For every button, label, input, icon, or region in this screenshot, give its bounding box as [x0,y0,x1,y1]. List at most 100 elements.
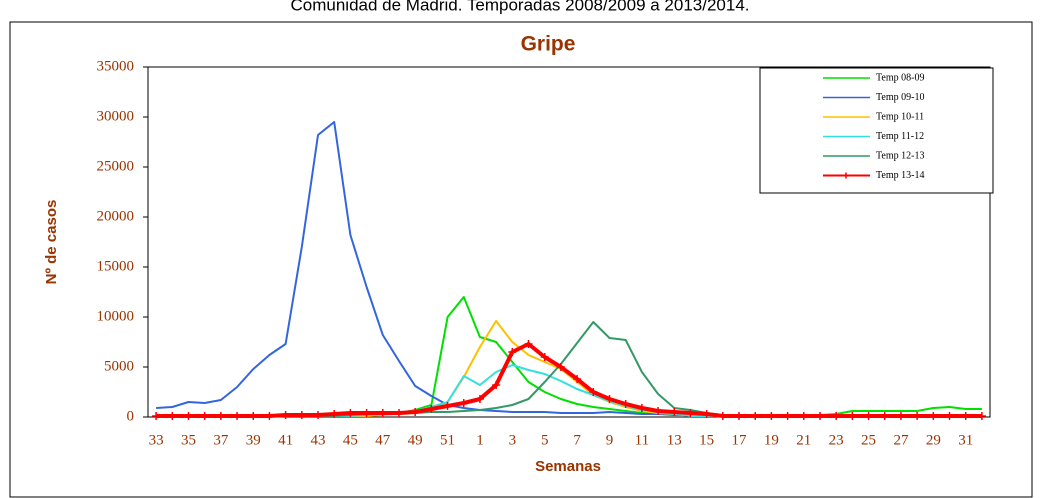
point-marker [330,410,339,418]
point-marker [977,412,986,420]
y-axis-label: Nº de casos [43,200,60,285]
point-marker [314,411,323,419]
chart-subtitle: Comunidad de Madrid. Temporadas 2008/200… [290,0,749,14]
legend-label: Temp 13-14 [876,170,924,181]
series-line [156,296,982,417]
x-tick-label: 39 [246,432,261,448]
point-marker [249,412,258,420]
point-marker [686,409,695,417]
x-tick-label: 31 [958,432,973,448]
x-tick-label: 1 [476,432,484,448]
legend-label: Temp 10-11 [876,111,924,122]
x-tick-label: 25 [861,432,876,448]
legend-label: Temp 11-12 [876,131,924,142]
point-marker [362,409,371,417]
point-marker [233,412,242,420]
legend-label: Temp 12-13 [876,150,924,161]
point-marker [945,412,954,420]
y-tick-label: 35000 [97,58,135,74]
point-marker [394,409,403,417]
y-tick-label: 15000 [97,258,135,274]
point-marker [184,412,193,420]
x-tick-label: 29 [926,432,941,448]
point-marker [605,395,614,403]
plot-area [147,66,991,418]
chart-frame [9,21,1033,498]
y-tick-label: 20000 [97,208,135,224]
x-tick-label: 51 [440,432,455,448]
point-marker [718,412,727,420]
legend-label: Temp 08-09 [876,72,924,83]
point-marker [832,412,841,420]
point-marker [670,408,679,416]
x-tick-label: 11 [635,432,649,448]
chart-title: Gripe [521,33,576,56]
x-tick-label: 49 [408,432,423,448]
point-marker [152,412,161,420]
x-tick-label: 19 [764,432,779,448]
point-marker [783,412,792,420]
legend-box [759,67,994,194]
point-marker [265,412,274,420]
point-marker [524,340,533,348]
point-marker [864,412,873,420]
point-marker [637,404,646,412]
x-tick-label: 17 [732,432,748,448]
y-tick-label: 0 [127,408,135,424]
x-tick-label: 15 [699,432,714,448]
point-marker [281,411,290,419]
y-tick-label: 5000 [104,358,134,374]
point-marker [621,400,630,408]
x-tick-label: 41 [278,432,293,448]
x-tick-label: 23 [829,432,844,448]
x-tick-label: 7 [573,432,581,448]
x-axis-label: Semanas [535,458,601,475]
point-marker [913,412,922,420]
y-tick-label: 10000 [97,308,135,324]
x-tick-label: 5 [541,432,549,448]
x-tick-label: 13 [667,432,682,448]
point-marker [297,411,306,419]
series-line [156,342,982,418]
point-marker [589,388,598,396]
x-tick-label: 35 [181,432,196,448]
point-marker [411,408,420,416]
point-marker [200,412,209,420]
point-marker [427,405,436,413]
point-marker [573,375,582,383]
x-tick-label: 45 [343,432,358,448]
point-marker [475,395,484,403]
point-marker [378,409,387,417]
point-marker [896,412,905,420]
point-marker [848,412,857,420]
point-marker [540,353,549,361]
point-marker [880,412,889,420]
point-marker [508,348,517,356]
point-marker [929,412,938,420]
point-marker [216,412,225,420]
point-marker [443,402,452,410]
point-marker [961,412,970,420]
x-tick-label: 33 [149,432,164,448]
point-marker [735,412,744,420]
y-tick-label: 30000 [97,108,135,124]
legend: Temp 08-09 Temp 09-10 Temp 10-11 Temp 11-12… [759,67,994,194]
x-tick-label: 27 [893,432,909,448]
point-marker [459,399,468,407]
x-tick-label: 47 [375,432,391,448]
x-tick-label: 37 [213,432,229,448]
point-marker [702,410,711,418]
point-marker [767,412,776,420]
y-tick-label: 25000 [97,158,135,174]
x-tick-label: 21 [796,432,811,448]
point-marker [492,381,501,389]
point-marker [815,412,824,420]
x-tick-label: 43 [311,432,326,448]
x-tick-label: 3 [509,432,517,448]
point-marker [556,363,565,371]
point-marker [654,407,663,415]
point-marker [168,412,177,420]
point-marker [751,412,760,420]
point-marker [346,409,355,417]
